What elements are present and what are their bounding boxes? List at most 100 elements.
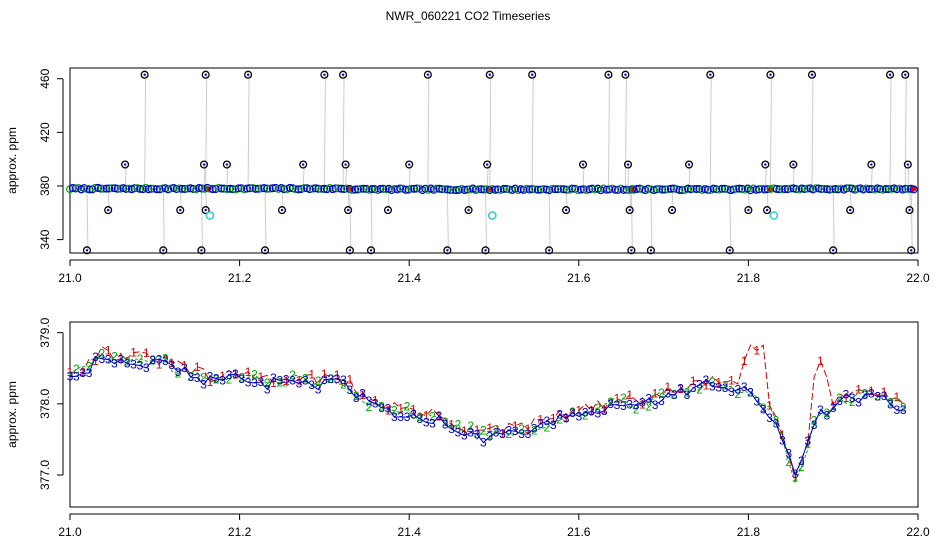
series-3-marker: 3	[677, 381, 684, 395]
spike-line	[323, 74, 326, 189]
baseline-point	[85, 185, 94, 194]
bottom-y-tick-label: 378.0	[38, 388, 52, 418]
series-3-marker: 3	[79, 366, 86, 380]
series-1-marker: 1	[715, 375, 722, 389]
baseline-point	[783, 185, 792, 194]
outlier-point-center	[85, 249, 89, 252]
baseline-point	[632, 185, 641, 194]
series-3-marker: 3	[137, 359, 144, 373]
bottom-y-tick-label: 377.0	[38, 460, 52, 490]
spike-line	[264, 188, 267, 251]
spike-line	[565, 188, 568, 211]
series-2-marker: 2	[493, 423, 500, 437]
baseline-point	[294, 185, 303, 194]
baseline-point	[556, 184, 565, 193]
outlier-point	[260, 246, 270, 255]
series-3-marker: 3	[512, 424, 519, 438]
outlier-point-center	[769, 73, 772, 76]
baseline-point	[845, 184, 854, 193]
series-3-marker: 3	[887, 397, 894, 411]
series-3-marker: 3	[779, 433, 786, 447]
outlier-point-center	[747, 208, 750, 212]
series-1-marker: 1	[601, 402, 608, 416]
outlier-point-center	[484, 249, 487, 252]
series-2-marker: 2	[607, 395, 614, 409]
series-3-marker: 3	[575, 409, 582, 423]
outlier-point	[383, 206, 393, 215]
outlier-point	[903, 160, 912, 169]
baseline-point	[689, 184, 698, 193]
outlier-point	[405, 160, 414, 169]
series-2-marker: 2	[836, 391, 843, 405]
baseline-point	[652, 185, 661, 194]
outlier-point-center	[649, 249, 653, 252]
series-3-marker: 3	[334, 372, 341, 386]
top-plot-frame	[69, 67, 919, 254]
spike-line	[124, 164, 127, 189]
series-1-marker: 1	[321, 367, 328, 381]
outlier-point	[423, 70, 432, 79]
outlier-point-center	[344, 163, 347, 166]
outlier-point	[104, 206, 113, 215]
series-2-marker: 2	[251, 368, 258, 382]
series-1-marker: 1	[690, 374, 697, 388]
baseline-point	[410, 184, 419, 193]
baseline-point	[786, 184, 795, 193]
series-1-marker: 1	[423, 408, 430, 422]
outlier-point-center	[564, 208, 568, 212]
baseline-point	[300, 184, 309, 193]
series-3-marker: 3	[505, 424, 512, 438]
baseline-point	[214, 183, 223, 192]
spike-line	[489, 74, 492, 189]
outlier-point	[623, 160, 633, 169]
spike-line	[162, 188, 165, 251]
spike-line	[548, 188, 551, 251]
series-3-marker: 3	[416, 412, 423, 426]
series-3-marker: 3	[238, 372, 245, 386]
series-3-marker: 3	[525, 427, 532, 441]
flagged-point	[205, 211, 215, 220]
series-2-marker: 2	[175, 366, 182, 380]
outlier-point	[277, 206, 287, 215]
baseline-point	[379, 184, 388, 193]
series-2-marker: 2	[226, 373, 233, 387]
series-1-marker: 1	[130, 346, 137, 360]
baseline-point	[122, 184, 131, 193]
series-3-marker: 3	[321, 373, 328, 387]
series-3-marker: 3	[747, 385, 754, 399]
bottom-x-tick-label: 21.4	[398, 525, 422, 539]
spike-line	[205, 188, 208, 211]
outlier-point	[562, 206, 571, 215]
series-3-marker: 3	[709, 380, 716, 394]
series-2-marker: 2	[73, 362, 80, 376]
baseline-point	[243, 184, 252, 193]
series-1-marker: 1	[575, 404, 582, 418]
baseline-point	[778, 185, 787, 194]
series-2-marker: 2	[98, 346, 105, 360]
series-3-marker: 3	[601, 404, 608, 418]
series-1-marker: 1	[664, 380, 671, 394]
outlier-point	[905, 206, 914, 215]
bottom-y-axis-title: approx. ppm	[5, 381, 19, 448]
series-2-marker: 2	[429, 410, 436, 424]
outlier-point	[339, 70, 348, 79]
baseline-point	[396, 184, 405, 193]
baseline-point	[752, 185, 761, 194]
outlier-point	[901, 70, 910, 79]
top-y-tick-label: 380	[38, 176, 52, 196]
baseline-point	[533, 185, 542, 194]
outlier-point-center	[467, 208, 470, 212]
outlier-point-center	[709, 73, 712, 76]
outlier-point-center	[106, 208, 110, 212]
outlier-point	[578, 160, 588, 169]
series-2-marker: 2	[416, 410, 423, 424]
bottom-x-tick-label: 21.6	[567, 525, 591, 539]
spike-line	[582, 164, 585, 189]
spike-line	[729, 188, 732, 251]
series-3-marker: 3	[461, 429, 468, 443]
series-1-marker: 1	[372, 394, 379, 408]
outlier-point	[82, 246, 92, 255]
spike-line	[630, 188, 633, 251]
series-3-marker: 3	[620, 399, 627, 413]
